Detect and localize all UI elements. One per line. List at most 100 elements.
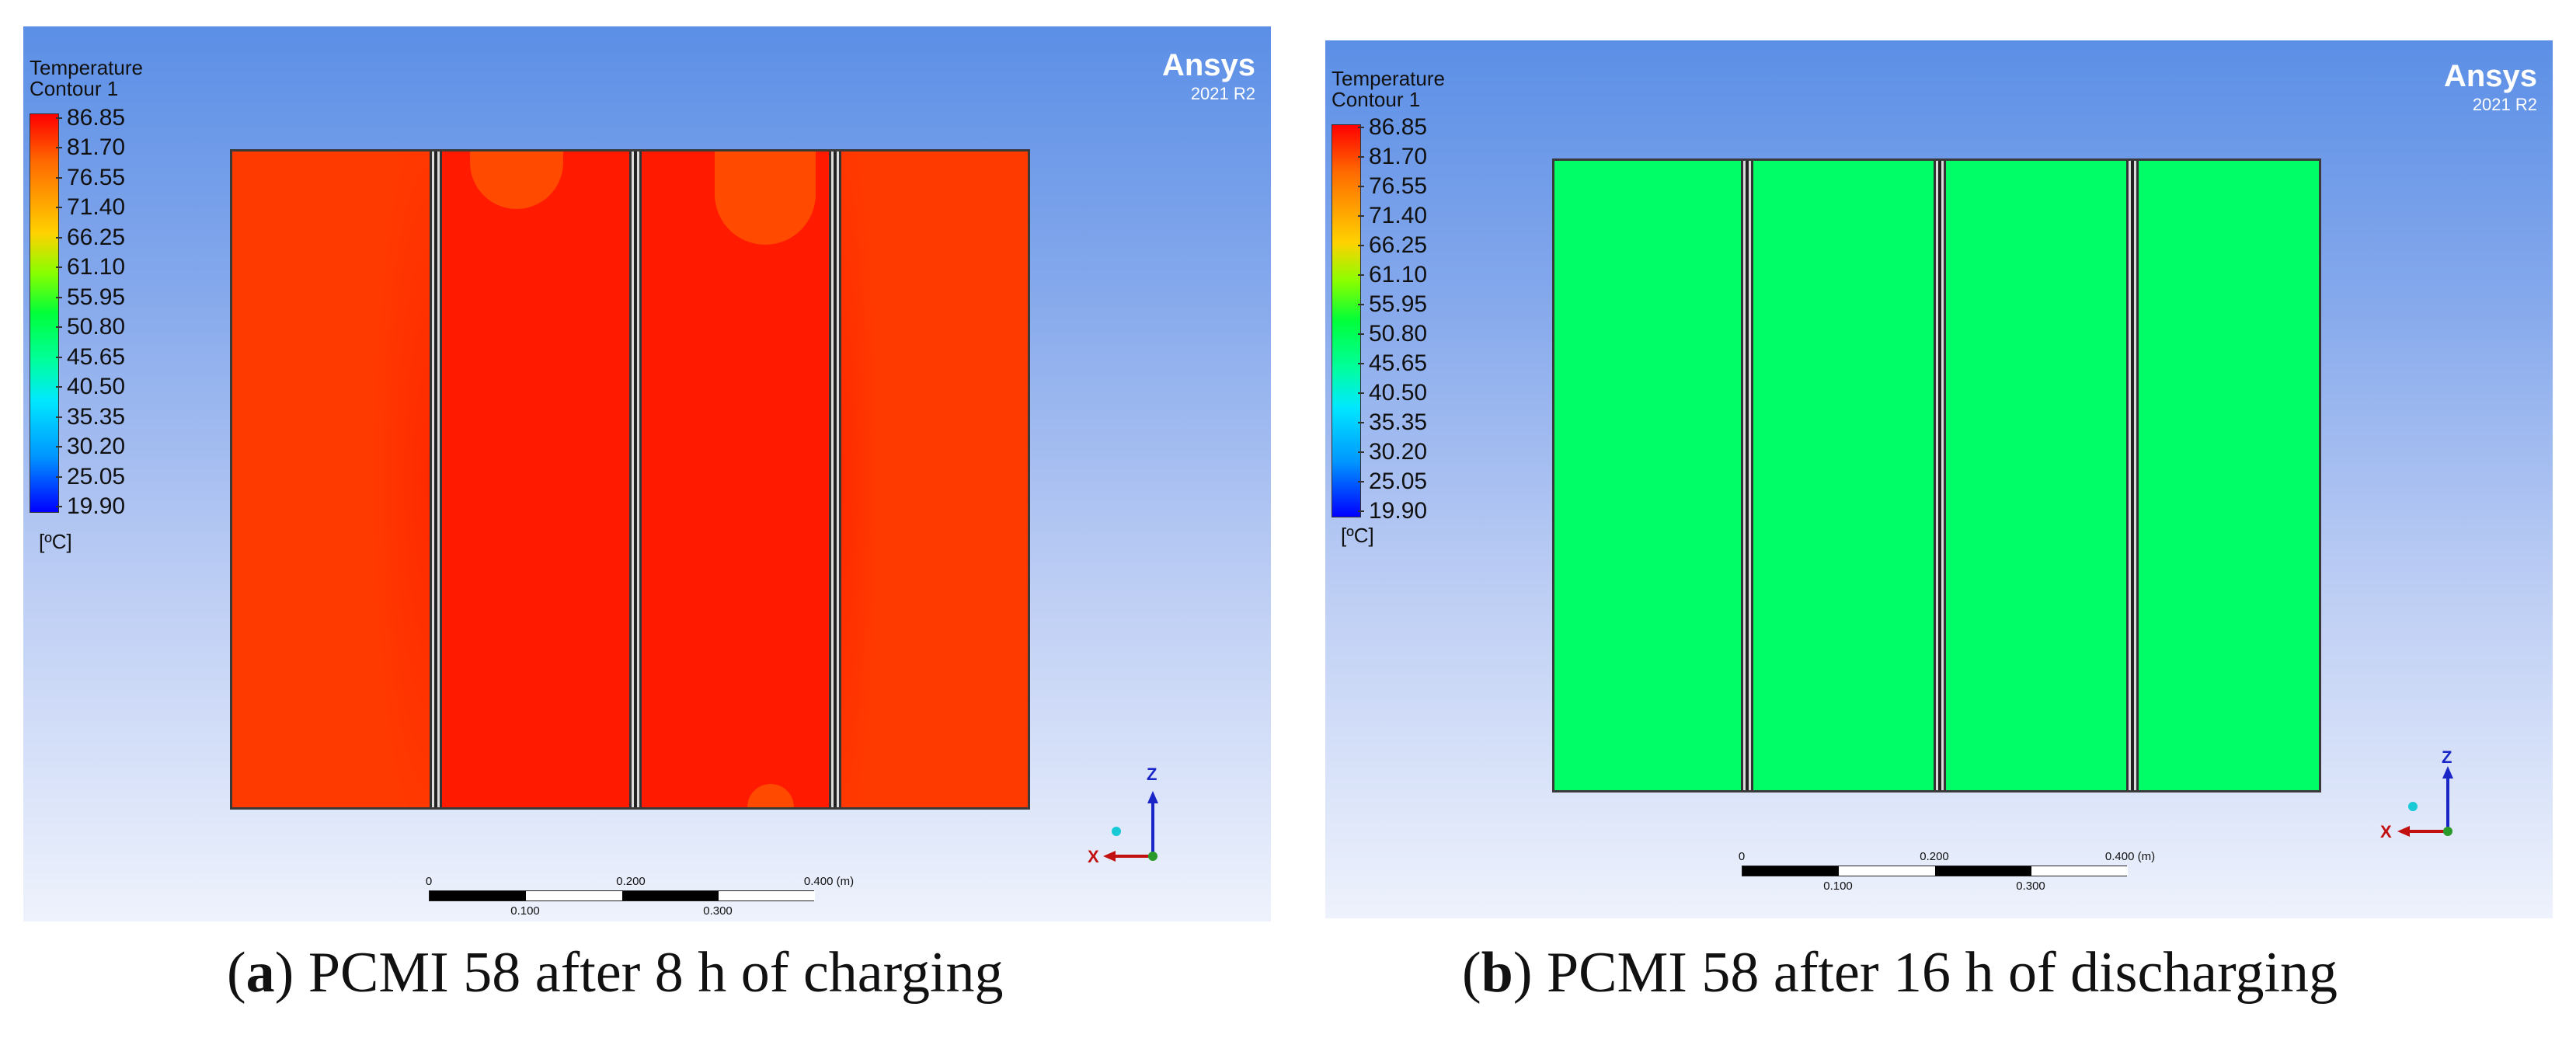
colorbar-tick-label: 81.70	[1369, 144, 1428, 169]
colorbar-tick-mark	[1358, 274, 1364, 276]
separator-wall-1	[430, 152, 442, 807]
separator-wall-3	[2126, 161, 2139, 790]
caption-text: PCMI 58 after 16 h of discharging	[1546, 941, 2338, 1005]
colorbar-tick-mark	[1358, 392, 1364, 394]
z-axis-label: Z	[1147, 765, 1157, 784]
colorbar-tick-mark	[1358, 481, 1364, 482]
colorbar-tick-label: 61.10	[67, 254, 126, 280]
colorbar-tick-label: 66.25	[67, 224, 126, 250]
warm-plume-top	[470, 152, 563, 209]
legend-title-line2: Contour 1	[30, 77, 119, 100]
colorbar-tick-label: 19.90	[67, 493, 126, 519]
scale-label: 0.300	[2016, 880, 2045, 893]
colorbar-tick-label: 71.40	[1369, 203, 1428, 228]
colorbar	[1332, 124, 1361, 517]
legend-title-line2: Contour 1	[1332, 88, 1421, 111]
pcm-column-1	[1554, 161, 1741, 790]
warm-plume-top	[715, 152, 816, 245]
scale-label: 0.200	[616, 875, 646, 888]
pcm-column-3	[642, 152, 829, 807]
pcm-column-4	[841, 152, 1028, 807]
separator-wall-2	[1934, 161, 1946, 790]
scale-label: 0.400 (m)	[2104, 850, 2156, 863]
colorbar-tick-label: 81.70	[67, 134, 126, 161]
scale-label: 0.400 (m)	[803, 875, 855, 888]
colorbar-tick-label: 25.05	[1369, 469, 1428, 494]
legend-unit: [ºC]	[1341, 524, 1374, 547]
colorbar-tick-mark	[56, 147, 62, 149]
temperature-field	[230, 149, 1030, 810]
colorbar-tick-mark	[56, 506, 62, 507]
contour-panel-a: Temperature Contour 1 86.85 81.70 76.55 71.…	[23, 26, 1271, 921]
ansys-version: 2021 R2	[1190, 84, 1255, 103]
caption-a: (a) PCMI 58 after 8 h of charging	[227, 941, 1004, 1005]
colorbar-tick-mark	[56, 296, 62, 298]
legend-unit: [ºC]	[39, 530, 72, 553]
caption-letter: b	[1481, 941, 1513, 1005]
scale-label: 0.300	[703, 904, 733, 918]
colorbar-tick-label: 66.25	[1369, 232, 1428, 258]
caption-b: (b) PCMI 58 after 16 h of discharging	[1462, 941, 2338, 1005]
colorbar-tick-label: 55.95	[1369, 291, 1428, 317]
scale-label: 0.100	[510, 904, 540, 918]
colorbar-tick-mark	[56, 117, 62, 119]
colorbar-tick-label: 50.80	[67, 314, 126, 340]
legend-title: Temperature Contour 1	[1332, 68, 1445, 110]
legend-title-line1: Temperature	[30, 56, 143, 79]
colorbar-tick-label: 35.35	[1369, 409, 1428, 435]
colorbar-tick-label: 30.20	[67, 434, 126, 460]
colorbar-tick-label: 40.50	[67, 374, 126, 400]
colorbar-tick-mark	[1358, 215, 1364, 217]
caption-letter: a	[245, 941, 275, 1005]
colorbar-tick-label: 76.55	[1369, 173, 1428, 199]
colorbar-tick-mark	[1358, 363, 1364, 364]
colorbar-tick-label: 61.10	[1369, 262, 1428, 287]
scale-bar-segments	[429, 890, 815, 901]
colorbar-tick-mark	[1358, 156, 1364, 158]
colorbar-tick-label: 55.95	[67, 284, 126, 310]
legend-title: Temperature Contour 1	[30, 57, 143, 99]
colorbar-tick-mark	[56, 356, 62, 358]
scale-label: 0	[425, 875, 433, 888]
scale-bar: 0 0.200 0.400 (m) 0.100 0.300	[1738, 850, 2155, 897]
colorbar-tick-mark	[56, 236, 62, 239]
colorbar-tick-label: 40.50	[1369, 380, 1428, 406]
colorbar-tick-label: 50.80	[1369, 321, 1428, 347]
colorbar-tick-mark	[56, 326, 62, 329]
separator-wall-3	[829, 152, 841, 807]
colorbar-tick-mark	[1358, 127, 1364, 128]
separator-wall-2	[629, 152, 642, 807]
colorbar-tick-label: 76.55	[67, 164, 126, 190]
axis-triad: Z X	[1088, 765, 1181, 873]
pcm-column-2	[1753, 161, 1934, 790]
colorbar-tick-mark	[56, 475, 62, 478]
colorbar-tick-mark	[1358, 245, 1364, 246]
colorbar-tick-mark	[1358, 186, 1364, 187]
colorbar-tick-mark	[56, 207, 62, 209]
pcm-column-3	[1946, 161, 2126, 790]
colorbar-tick-mark	[1358, 422, 1364, 423]
colorbar-tick-mark	[56, 446, 62, 448]
colorbar-tick-label: 25.05	[67, 463, 126, 489]
scale-label: 0	[1738, 850, 1746, 863]
colorbar-tick-label: 45.65	[1369, 350, 1428, 376]
temperature-field	[1552, 158, 2321, 792]
x-axis-label: X	[1088, 847, 1099, 866]
colorbar-tick-mark	[1358, 333, 1364, 335]
colorbar-tick-mark	[56, 416, 62, 418]
caption-text: PCMI 58 after 8 h of charging	[308, 941, 1004, 1005]
pcm-column-1	[232, 152, 430, 807]
colorbar-tick-mark	[1358, 451, 1364, 453]
ansys-version: 2021 R2	[2472, 95, 2537, 114]
warm-plume-bottom	[747, 784, 794, 807]
scale-label: 0.200	[1920, 850, 1949, 863]
scale-bar-segments	[1742, 866, 2128, 876]
colorbar-tick-label: 86.85	[1369, 114, 1428, 140]
colorbar-tick-mark	[56, 176, 62, 179]
colorbar-tick-mark	[56, 386, 62, 388]
ansys-logo: Ansys	[1161, 48, 1255, 82]
separator-wall-1	[1741, 161, 1753, 790]
z-axis-label: Z	[2442, 747, 2452, 767]
pcm-column-2	[442, 152, 629, 807]
axis-triad: Z X	[2374, 747, 2467, 856]
